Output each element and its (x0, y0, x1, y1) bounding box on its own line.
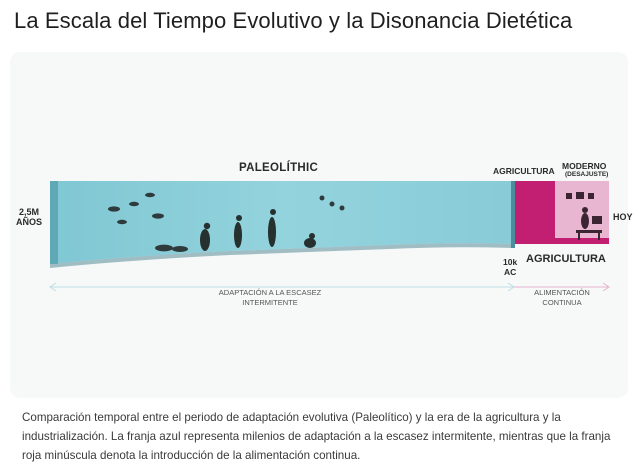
agriculture-marker (511, 181, 515, 248)
modern-floor (555, 238, 609, 244)
paleolithic-ground (50, 243, 514, 268)
timeline-start-edge (50, 181, 58, 264)
label-now: HOY (613, 212, 633, 222)
label-paleolithic: PALEOLÍTHIC (239, 162, 319, 174)
label-modern-sub: (DESAJUSTE) (565, 171, 609, 178)
figure-caption: Comparación temporal entre el periodo de… (22, 411, 611, 462)
span-arrow-left-start (49, 282, 57, 292)
span-arrow-right-end (602, 282, 610, 292)
label-modern: MODERNO (562, 161, 607, 171)
span-label-right: ALIMENTACIÓN CONTINUA (534, 288, 590, 307)
timeline-diagram (49, 181, 610, 292)
human-evolution-silhouettes-icon (200, 209, 316, 251)
span-label-left: ADAPTACIÓN A LA ESCASEZ INTERMITENTE (218, 288, 322, 307)
paleolithic-band (50, 181, 514, 264)
animal-silhouettes-icon (108, 192, 345, 252)
page-title: La Escala del Tiempo Evolutivo y la Diso… (14, 8, 573, 33)
timeline-figure: 2,5M AÑOS PALEOLÍTHIC AGRICULTURA MODERN… (10, 52, 633, 398)
label-10k: 10k AC (503, 257, 518, 277)
modern-band (555, 181, 609, 244)
label-agriculture-top: AGRICULTURA (493, 166, 555, 176)
label-start: 2,5M AÑOS (16, 207, 43, 227)
modern-office-worker-icon (566, 192, 602, 240)
agriculture-band (515, 181, 555, 244)
label-agriculture-bottom: AGRICULTURA (526, 253, 606, 265)
